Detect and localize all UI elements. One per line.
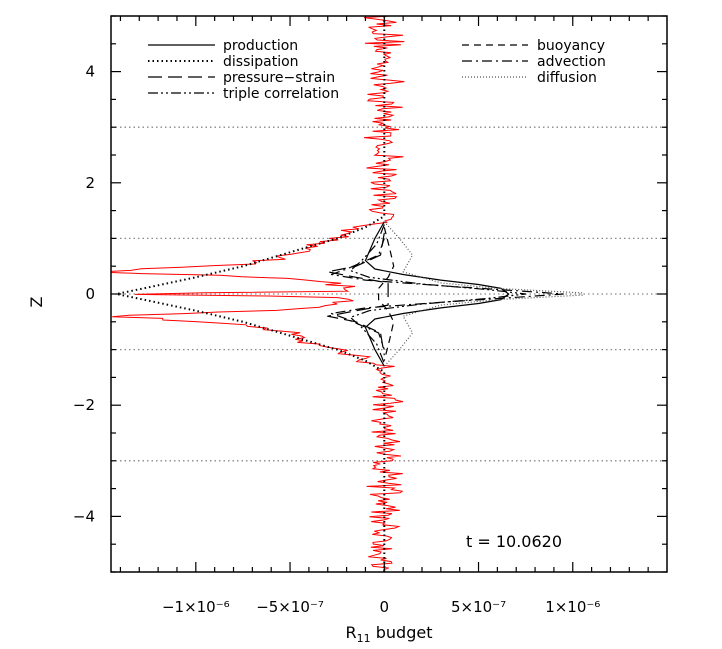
x-tick-label-0: −1×10⁻⁶ [162,598,230,616]
time-annotation: t = 10.0620 [466,532,562,551]
x-tick-label-2: 0 [380,598,390,616]
series-noisy-budget [111,16,405,572]
y-tick-label-1: −2 [73,396,95,414]
axes: −1×10⁻⁶ −5×10⁻⁷ 0 5×10⁻⁷ 1×10⁻⁶ −4 −2 0 2 4 [73,15,668,616]
series-buoyancy [378,227,395,361]
y-axis-label: Z [27,296,46,307]
x-tick-label-3: 5×10⁻⁷ [451,598,506,616]
legend-label-pressure-strain: pressure−strain [223,70,335,86]
x-tick-label-4: 1×10⁻⁶ [545,598,600,616]
series-dissipation [115,16,386,572]
legend-label-production: production [223,38,298,54]
legend-label-diffusion: diffusion [537,70,597,86]
y-tick-label-2: 0 [85,285,95,303]
series-pressure-strain [327,232,389,356]
legend: productiondissipationpressure−straintrip… [148,38,606,102]
series-advection [330,238,564,350]
series-triple-correlation [349,224,527,364]
y-tick-label-0: −4 [73,507,95,525]
x-axis-label-sub: 11 [357,632,371,645]
y-tick-label-4: 4 [85,63,95,81]
y-tick-label-3: 2 [85,174,95,192]
x-axis-label: R11 budget [346,623,433,645]
x-axis-label-rest: budget [371,623,433,642]
legend-label-triple-correlation: triple correlation [223,86,339,102]
budget-curves [111,16,583,572]
x-tick-label-1: −5×10⁻⁷ [256,598,324,616]
legend-label-advection: advection [537,54,606,70]
x-axis-label-main: R [346,623,357,642]
legend-label-buoyancy: buoyancy [537,38,605,54]
series-production [364,221,510,367]
legend-label-dissipation: dissipation [223,54,299,70]
